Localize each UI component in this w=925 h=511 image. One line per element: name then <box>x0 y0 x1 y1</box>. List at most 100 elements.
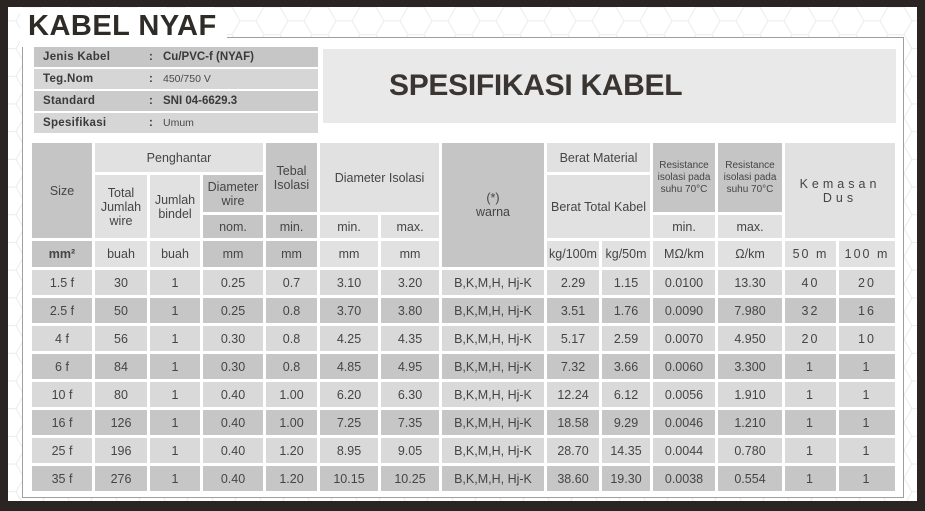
table-cell: 1.910 <box>718 382 782 407</box>
table-cell: 2.59 <box>602 326 650 351</box>
table-cell: 1 <box>150 466 200 491</box>
table-cell: 13.30 <box>718 270 782 295</box>
info-row-teg-nom: Teg.Nom : 450/750 V <box>34 69 318 89</box>
table-cell: 1 <box>150 354 200 379</box>
unit-cell: buah <box>95 241 147 267</box>
table-cell: 50 <box>95 298 147 323</box>
page-title: KABEL NYAF <box>20 8 227 47</box>
unit-cell: 100 m <box>839 241 895 267</box>
table-cell: 16 f <box>32 410 92 435</box>
table-cell: 0.40 <box>203 438 263 463</box>
table-cell: 80 <box>95 382 147 407</box>
cable-info-box: Jenis Kabel : Cu/PVC-f (NYAF) Teg.Nom : … <box>34 47 318 133</box>
table-cell: 3.300 <box>718 354 782 379</box>
table-cell: 1 <box>785 438 836 463</box>
table-cell: 7.980 <box>718 298 782 323</box>
table-cell: 1.20 <box>266 438 317 463</box>
table-cell: 7.25 <box>320 410 378 435</box>
table-cell: 1 <box>839 410 895 435</box>
table-cell: 0.780 <box>718 438 782 463</box>
table-cell: 1 <box>785 382 836 407</box>
table-cell: 32 <box>785 298 836 323</box>
table-cell: 7.35 <box>381 410 439 435</box>
table-cell: 4.950 <box>718 326 782 351</box>
table-cell: 6.20 <box>320 382 378 407</box>
table-cell: 20 <box>785 326 836 351</box>
table-cell: 1 <box>150 438 200 463</box>
table-cell: 3.80 <box>381 298 439 323</box>
info-row-standard: Standard : SNI 04-6629.3 <box>34 91 318 111</box>
table-cell: 1.20 <box>266 466 317 491</box>
table-cell: 40 <box>785 270 836 295</box>
unit-cell: mm <box>381 241 439 267</box>
unit-cell: MΩ/km <box>653 241 715 267</box>
table-cell: 14.35 <box>602 438 650 463</box>
table-cell: 38.60 <box>547 466 599 491</box>
unit-cell: mm² <box>32 241 92 267</box>
header-warna-line2: warna <box>475 205 511 219</box>
table-cell: 1 <box>150 326 200 351</box>
table-cell: 9.29 <box>602 410 650 435</box>
header-kemasan-dus: Kemasan Dus <box>785 143 895 238</box>
table-cell: 1 <box>839 438 895 463</box>
table-cell: B,K,M,H, Hj-K <box>442 298 544 323</box>
table-cell: 0.0056 <box>653 382 715 407</box>
spec-banner: SPESIFIKASI KABEL <box>323 49 896 123</box>
table-cell: 1.00 <box>266 410 317 435</box>
unit-cell: 50 m <box>785 241 836 267</box>
table-cell: 10.25 <box>381 466 439 491</box>
table-cell: 0.0090 <box>653 298 715 323</box>
table-cell: 1 <box>150 382 200 407</box>
info-colon: : <box>149 51 153 63</box>
header-tebal-isolasi: Tebal Isolasi <box>266 143 317 212</box>
table-cell: 4.85 <box>320 354 378 379</box>
table-cell: B,K,M,H, Hj-K <box>442 438 544 463</box>
header-size: Size <box>32 143 92 238</box>
table-cell: 0.0046 <box>653 410 715 435</box>
table-cell: 2.5 f <box>32 298 92 323</box>
table-cell: 4.35 <box>381 326 439 351</box>
header-resistance-min-label: min. <box>653 215 715 238</box>
table-cell: 6 f <box>32 354 92 379</box>
info-colon: : <box>149 95 153 107</box>
table-cell: 1 <box>839 466 895 491</box>
header-diameter-min: min. <box>320 215 378 238</box>
table-cell: 3.70 <box>320 298 378 323</box>
spec-table: Size Penghantar Total Jumlah wire Jumlah… <box>32 143 895 491</box>
table-cell: 0.8 <box>266 326 317 351</box>
main-panel: Jenis Kabel : Cu/PVC-f (NYAF) Teg.Nom : … <box>22 37 904 498</box>
table-cell: 0.40 <box>203 466 263 491</box>
table-cell: 30 <box>95 270 147 295</box>
info-label: Teg.Nom <box>43 73 94 85</box>
table-cell: 1 <box>839 382 895 407</box>
table-cell: 0.30 <box>203 326 263 351</box>
table-cell: 10 <box>839 326 895 351</box>
info-label: Spesifikasi <box>43 117 107 129</box>
table-cell: 6.12 <box>602 382 650 407</box>
unit-cell: mm <box>203 241 263 267</box>
table-cell: 1 <box>785 354 836 379</box>
info-colon: : <box>149 117 153 129</box>
table-cell: 0.0060 <box>653 354 715 379</box>
table-cell: 1 <box>785 410 836 435</box>
table-cell: 276 <box>95 466 147 491</box>
header-resistance-max: Resistance isolasi pada suhu 70°C <box>718 143 782 212</box>
table-cell: 10 f <box>32 382 92 407</box>
header-berat-total-kabel: Berat Total Kabel <box>547 175 650 238</box>
header-berat-material: Berat Material <box>547 143 650 172</box>
table-cell: 19.30 <box>602 466 650 491</box>
unit-cell: Ω/km <box>718 241 782 267</box>
table-cell: 0.7 <box>266 270 317 295</box>
table-cell: 0.40 <box>203 410 263 435</box>
table-cell: 20 <box>839 270 895 295</box>
table-cell: 0.25 <box>203 298 263 323</box>
table-cell: 1.00 <box>266 382 317 407</box>
table-cell: B,K,M,H, Hj-K <box>442 326 544 351</box>
table-cell: 6.30 <box>381 382 439 407</box>
table-cell: 7.32 <box>547 354 599 379</box>
table-cell: 84 <box>95 354 147 379</box>
header-warna: (*) warna <box>442 143 544 267</box>
table-cell: B,K,M,H, Hj-K <box>442 410 544 435</box>
table-cell: 0.0100 <box>653 270 715 295</box>
